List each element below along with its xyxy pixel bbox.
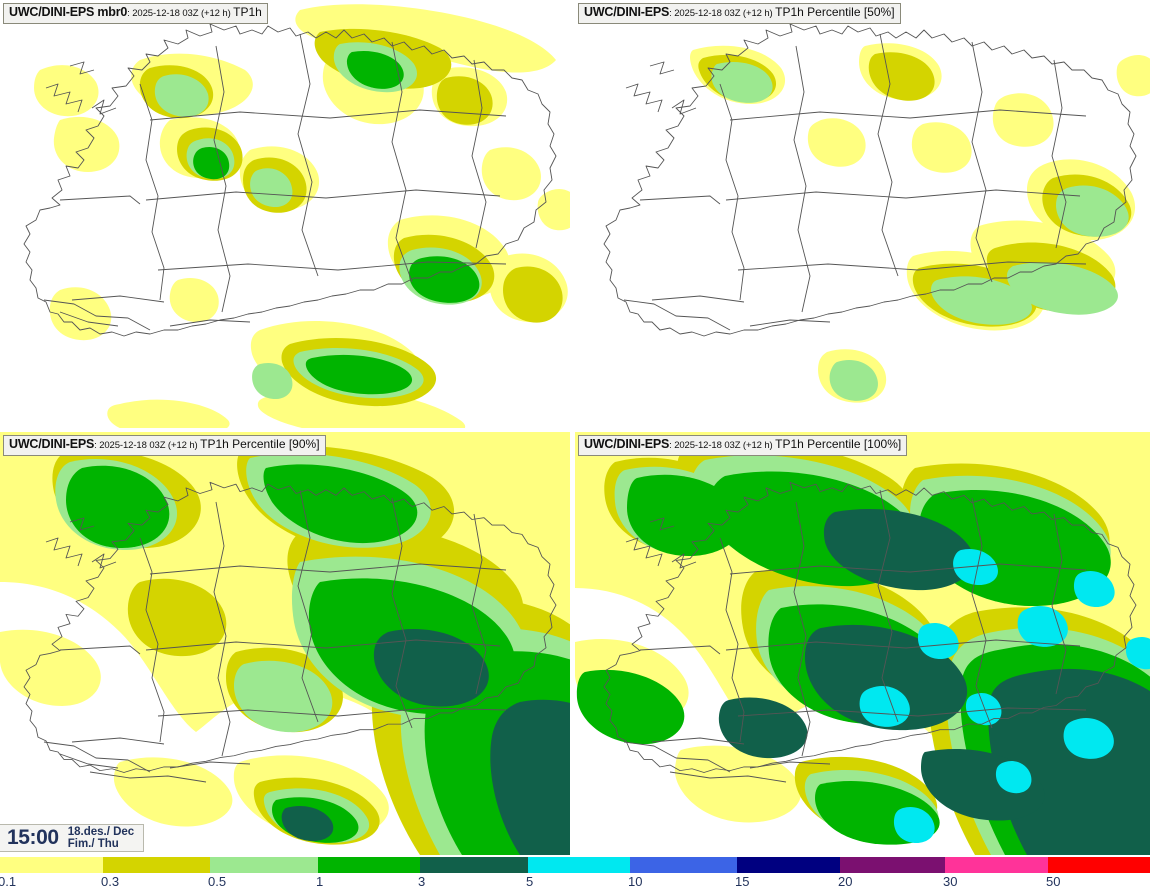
panel-model-name: UWC/DINI-EPS [9,437,95,451]
valid-date-line2: Fim./ Thu [67,838,119,850]
colorbar-segment [103,857,210,873]
colorbar: 0.1 0.3 0.5 1 3 5 10 15 20 30 50 [0,857,1150,891]
map-canvas-mbr0 [0,0,570,428]
colorbar-tick: 3 [418,874,426,889]
colorbar-segment [420,857,528,873]
valid-date: 18.des./ Dec Fim./ Thu [68,826,134,851]
panel-label-p90: UWC/DINI-EPS: 2025-12-18 03Z (+12 h) TP1… [3,435,326,456]
precip-field-p50 [690,43,1150,403]
colorbar-strip[interactable] [0,857,1150,873]
panel-percentile-100[interactable]: UWC/DINI-EPS: 2025-12-18 03Z (+12 h) TP1… [575,432,1150,855]
colorbar-segment [1048,857,1150,873]
panel-run-info: : 2025-12-18 03Z (+12 h) [127,8,234,19]
coastline [603,23,1137,337]
precip-field-p90 [0,432,570,855]
valid-date-line1: 18.des./ Dec [67,825,135,838]
map-canvas-p90 [0,432,570,855]
colorbar-segment [318,857,420,873]
colorbar-tick: 1 [316,874,324,889]
colorbar-segment [210,857,318,873]
panel-label-p50: UWC/DINI-EPS: 2025-12-18 03Z (+12 h) TP1… [578,3,901,24]
timestamp-badge: 15:00 18.des./ Dec Fim./ Thu [0,824,145,852]
colorbar-tick-labels: 0.1 0.3 0.5 1 3 5 10 15 20 30 50 [0,873,1150,891]
colorbar-segment [630,857,737,873]
panel-label-mbr0: UWC/DINI-EPS mbr0: 2025-12-18 03Z (+12 h… [3,3,268,24]
panel-run-info: : 2025-12-18 03Z (+12 h) [669,8,776,19]
panel-variable: TP1h Percentile [100%] [775,437,902,451]
panel-run-info: : 2025-12-18 03Z (+12 h) [94,440,201,451]
map-canvas-p50 [575,0,1150,428]
panel-model-name: UWC/DINI-EPS mbr0 [9,5,128,19]
panel-percentile-90[interactable]: UWC/DINI-EPS: 2025-12-18 03Z (+12 h) TP1… [0,432,570,855]
panel-variable: TP1h Percentile [50%] [775,5,895,19]
colorbar-segment [840,857,945,873]
coastline [23,481,557,783]
precip-field-mbr0 [34,4,570,428]
colorbar-tick: 50 [1046,874,1061,889]
panel-variable: TP1h Percentile [90%] [200,437,320,451]
coastline [23,23,557,337]
colorbar-tick: 0.5 [208,874,227,889]
panel-label-p100: UWC/DINI-EPS: 2025-12-18 03Z (+12 h) TP1… [578,435,908,456]
map-canvas-p100 [575,432,1150,855]
panel-grid: UWC/DINI-EPS mbr0: 2025-12-18 03Z (+12 h… [0,0,1150,855]
colorbar-segment [737,857,840,873]
panel-variable: TP1h [233,5,262,19]
panel-model-name: UWC/DINI-EPS [584,5,670,19]
panel-model-name: UWC/DINI-EPS [584,437,670,451]
colorbar-tick: 30 [943,874,958,889]
colorbar-tick: 20 [838,874,853,889]
panel-percentile-50[interactable]: UWC/DINI-EPS: 2025-12-18 03Z (+12 h) TP1… [575,0,1150,428]
colorbar-tick: 0.1 [0,874,17,889]
panel-run-info: : 2025-12-18 03Z (+12 h) [669,440,776,451]
colorbar-tick: 10 [628,874,643,889]
colorbar-tick: 5 [526,874,534,889]
colorbar-tick: 0.3 [101,874,120,889]
colorbar-segment [945,857,1048,873]
colorbar-segment [528,857,630,873]
colorbar-segment [0,857,103,873]
colorbar-tick: 15 [735,874,750,889]
valid-time: 15:00 [7,826,59,849]
panel-mbr0[interactable]: UWC/DINI-EPS mbr0: 2025-12-18 03Z (+12 h… [0,0,570,428]
coastline [603,481,1137,783]
